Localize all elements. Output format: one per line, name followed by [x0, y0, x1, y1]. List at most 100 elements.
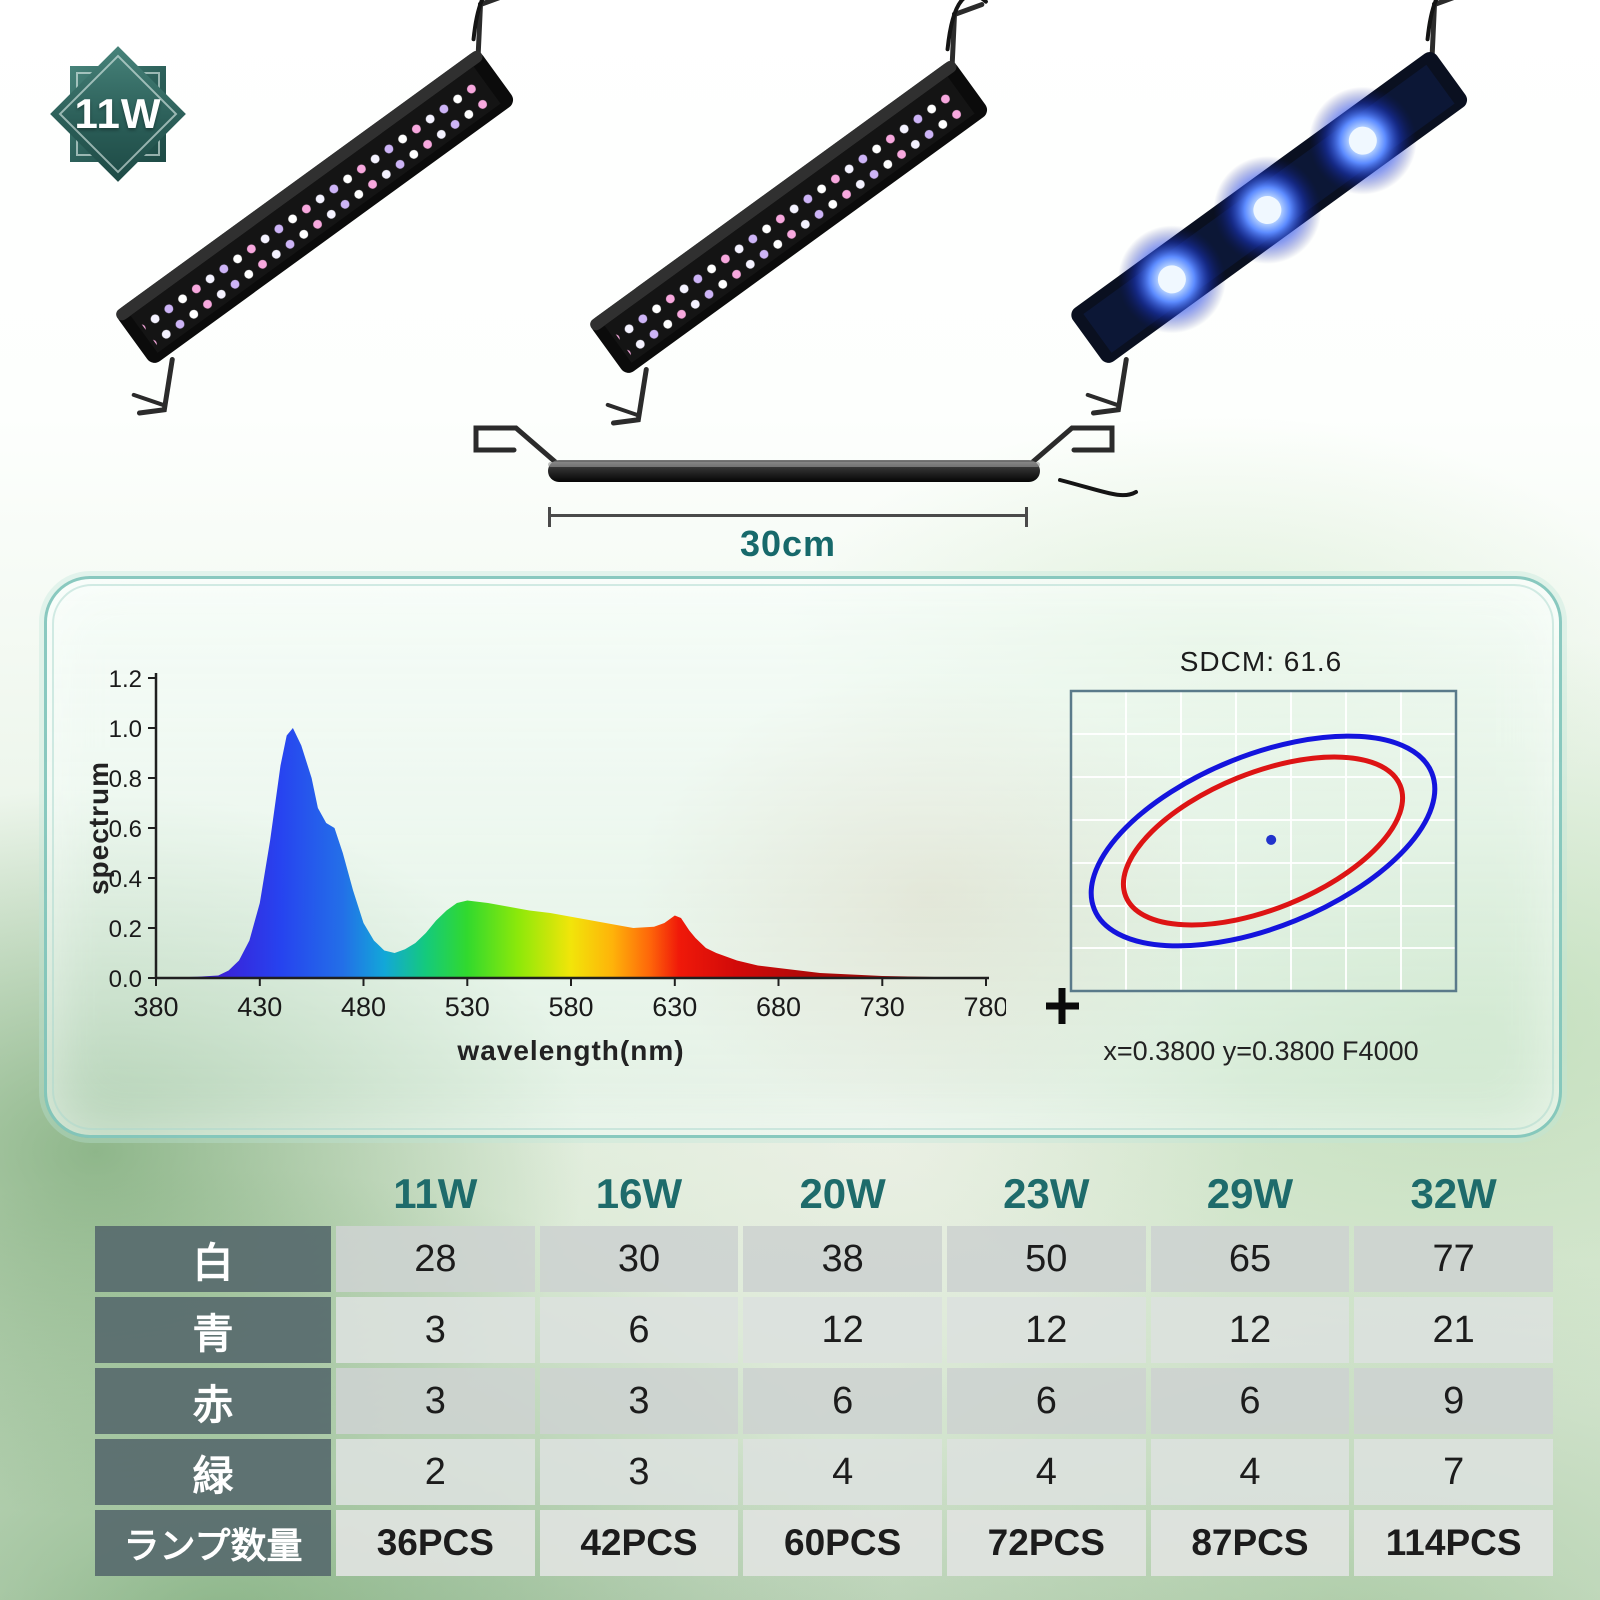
table-cell: 21	[1354, 1297, 1553, 1363]
y-tick-label: 0.6	[109, 816, 142, 843]
mount-bracket-icon	[475, 0, 511, 59]
table-row-red: 赤 3 3 6 6 6 9	[95, 1368, 1553, 1434]
mount-bracket-icon	[1090, 356, 1129, 416]
table-cell: 4	[743, 1439, 942, 1505]
x-tick-label: 730	[860, 992, 905, 1022]
table-cell: 87PCS	[1150, 1510, 1350, 1576]
table-cell: 4	[946, 1439, 1146, 1505]
table-cell: 30	[539, 1226, 739, 1292]
row-label-lamp-count: ランプ数量	[95, 1510, 331, 1576]
table-cell: 6	[1150, 1368, 1350, 1434]
table-cell: 60PCS	[743, 1510, 942, 1576]
table-cell: 12	[1150, 1297, 1350, 1363]
power-cable-icon	[1425, 0, 1468, 42]
table-cell: 2	[336, 1439, 535, 1505]
wattage-badge-label: 11W	[74, 90, 162, 137]
wattage-badge: 11W	[48, 44, 188, 184]
spec-glass-panel	[44, 576, 1562, 1138]
table-cell: 42PCS	[539, 1510, 739, 1576]
mount-bracket-icon	[1429, 0, 1465, 59]
column-header-16w: 16W	[595, 1170, 683, 1217]
spectrum-curve	[156, 728, 986, 978]
x-tick-label: 430	[237, 992, 282, 1022]
row-label-green: 緑	[95, 1439, 331, 1505]
x-tick-label: 530	[445, 992, 490, 1022]
y-tick-label: 0.8	[109, 766, 142, 793]
table-row-lamp-count: ランプ数量 36PCS 42PCS 60PCS 72PCS 87PCS 114P…	[95, 1510, 1553, 1576]
power-cable-icon	[471, 0, 514, 42]
chromaticity-chart	[1046, 689, 1458, 1024]
table-cell: 12	[743, 1297, 942, 1363]
mount-bracket-icon	[610, 366, 649, 426]
table-corner-cell	[95, 1167, 331, 1221]
spectrum-ylabel: spectrum	[86, 761, 114, 895]
x-tick-label: 480	[341, 992, 386, 1022]
table-cell: 6	[539, 1297, 739, 1363]
led-bar-side-illustration	[473, 425, 1138, 498]
led-bar-side-photo	[460, 404, 1140, 534]
table-row-blue: 青 3 6 12 12 12 21	[95, 1297, 1553, 1363]
x-tick-label: 780	[963, 992, 1006, 1022]
y-tick-label: 1.2	[109, 666, 142, 693]
crosshair-marker	[1046, 988, 1079, 1024]
table-cell: 72PCS	[946, 1510, 1146, 1576]
dimension-annotation: 30cm	[548, 507, 1028, 565]
led-bar-photo-1	[44, 0, 609, 448]
column-header-32w: 32W	[1410, 1170, 1497, 1217]
x-tick-label: 380	[133, 992, 178, 1022]
mount-bracket-icon	[949, 2, 985, 69]
y-tick-label: 0.2	[109, 916, 142, 943]
led-bar-illustration	[590, 0, 988, 426]
led-count-table: 11W 16W 20W 23W 29W 32W 白 28 30 38 50 65…	[90, 1162, 1558, 1581]
chromaticity-grid	[1071, 691, 1456, 991]
table-cell: 65	[1150, 1226, 1350, 1292]
led-bar-photo-2	[518, 0, 1083, 458]
y-tick-label: 1.0	[109, 716, 142, 743]
table-cell: 3	[539, 1439, 739, 1505]
led-bar-illustration	[116, 0, 514, 416]
table-row-green: 緑 2 3 4 4 4 7	[95, 1439, 1553, 1505]
table-cell: 3	[539, 1368, 739, 1434]
led-bar-photo-blue	[998, 0, 1563, 448]
y-tick-label: 0.0	[109, 966, 142, 993]
column-header-23w: 23W	[1003, 1170, 1090, 1217]
tolerance-ellipse-red	[1120, 754, 1406, 928]
center-point	[1266, 834, 1277, 845]
spectrum-xlabel: wavelength(nm)	[456, 1035, 684, 1066]
mount-bracket-icon	[1025, 425, 1115, 469]
table-cell: 36PCS	[336, 1510, 535, 1576]
power-cable-icon	[1058, 478, 1138, 498]
table-header-row: 11W 16W 20W 23W 29W 32W	[95, 1167, 1553, 1221]
table-cell: 4	[1150, 1439, 1350, 1505]
table-cell: 9	[1354, 1368, 1553, 1434]
row-label-blue: 青	[95, 1297, 331, 1363]
table-cell: 12	[946, 1297, 1146, 1363]
table-cell: 114PCS	[1354, 1510, 1553, 1576]
table-cell: 50	[946, 1226, 1146, 1292]
table-cell: 7	[1354, 1439, 1553, 1505]
mount-bracket-icon	[473, 425, 563, 469]
chromaticity-plot-border	[1069, 689, 1458, 993]
x-tick-label: 680	[756, 992, 801, 1022]
x-tick-label: 630	[652, 992, 697, 1022]
y-tick-label: 0.4	[109, 866, 142, 893]
row-label-red: 赤	[95, 1368, 331, 1434]
tolerance-ellipse-blue	[1088, 733, 1438, 949]
led-bar-illustration	[1071, 0, 1468, 416]
row-label-white: 白	[95, 1226, 331, 1292]
table-cell: 77	[1354, 1226, 1553, 1292]
led-array	[609, 81, 970, 359]
column-header-29w: 29W	[1206, 1170, 1294, 1217]
table-cell: 6	[743, 1368, 942, 1434]
table-cell: 38	[743, 1226, 942, 1292]
column-header-11w: 11W	[393, 1170, 478, 1217]
power-cable-icon	[945, 0, 988, 52]
table-cell: 28	[336, 1226, 535, 1292]
column-header-20w: 20W	[799, 1170, 886, 1217]
table-cell: 3	[336, 1368, 535, 1434]
table-cell: 6	[946, 1368, 1146, 1434]
spectrum-chart: 1.2 1.0 0.8 0.6 0.4 0.2 0.0 380 430 480 …	[86, 666, 1006, 1066]
chromaticity-footer: x=0.3800 y=0.3800 F4000	[1103, 1036, 1419, 1066]
dimension-line	[548, 507, 1028, 527]
